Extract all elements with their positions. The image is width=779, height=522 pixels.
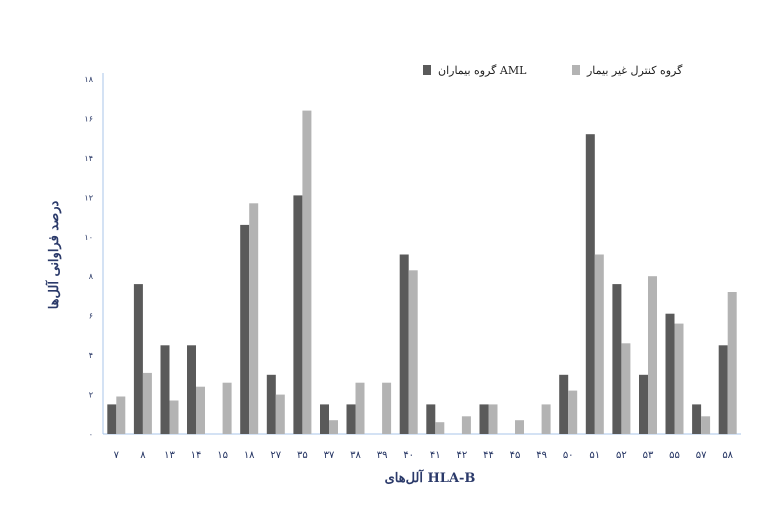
bar-aml-22: [692, 404, 702, 434]
bar-control-8: [329, 420, 338, 434]
bar-aml-9: [346, 404, 356, 434]
x-tick-label: ۱۵: [217, 450, 228, 461]
bar-aml-2: [160, 345, 170, 435]
bar-control-0: [116, 396, 126, 434]
legend: گروه بیماران AML گروه کنترل غیر بیمار: [423, 64, 683, 77]
bar-control-19: [621, 343, 631, 434]
bar-control-18: [594, 254, 604, 434]
x-tick-label: ۴۲: [457, 450, 468, 461]
bar-control-6: [275, 394, 285, 434]
x-tick-label: ۴۹: [536, 450, 547, 461]
x-tick-label: ۵۸: [722, 450, 733, 461]
bar-aml-7: [293, 195, 303, 434]
bar-aml-1: [133, 284, 143, 434]
bar-control-2: [169, 400, 179, 434]
bar-control-11: [408, 270, 418, 434]
bar-aml-14: [479, 404, 489, 434]
bar-control-3: [196, 386, 205, 434]
x-tick-label: ۴۵: [510, 450, 521, 461]
x-tick-label: ۱۳: [164, 450, 175, 461]
bar-aml-11: [399, 254, 409, 434]
legend-swatch-control: [572, 65, 580, 75]
y-tick-label: ۱۸: [84, 75, 93, 84]
bar-aml-6: [266, 374, 276, 434]
x-tick-label: ۳۹: [377, 450, 388, 461]
x-tick-label: ۸: [140, 450, 146, 461]
y-tick-labels: ۰ ۲ ۴ ۶ ۸ ۱۰ ۱۲ ۱۴ ۱۶ ۱۸: [84, 75, 93, 439]
y-tick-label: ۰: [89, 430, 93, 439]
bar-aml-5: [240, 224, 250, 434]
bar-control-20: [648, 276, 657, 434]
bar-control-21: [674, 323, 684, 434]
x-tick-label: ۲۷: [270, 450, 281, 461]
bar-aml-19: [612, 284, 622, 434]
bar-aml-3: [187, 345, 196, 435]
y-tick-label: ۶: [89, 312, 93, 321]
bar-control-22: [701, 416, 711, 435]
bar-control-15: [515, 420, 524, 434]
x-tick-label: ۴۱: [430, 450, 441, 461]
bar-control-12: [435, 422, 445, 434]
bar-control-9: [355, 382, 365, 434]
bar-control-14: [488, 404, 498, 434]
bar-control-1: [142, 372, 152, 434]
x-tick-label: ۵۷: [696, 450, 707, 461]
x-tick-label: ۵۳: [643, 450, 654, 461]
bar-control-10: [382, 382, 392, 434]
bar-aml-8: [320, 404, 329, 434]
x-tick-label: ۱۸: [244, 450, 255, 461]
bar-aml-21: [665, 313, 675, 434]
legend-label-control: گروه کنترل غیر بیمار: [586, 64, 683, 77]
x-tick-labels: ۷ ۸ ۱۳ ۱۴ ۱۵ ۱۸ ۲۷ ۳۵ ۳۷ ۳۸ ۳۹ ۴۰ ۴۱ ۴۲ ۴۴ ۴۵ ۴۹ ۵۰ ۵۱ ۵۲ ۵۳…: [114, 450, 734, 461]
bar-control-7: [302, 110, 312, 434]
x-axis-title: آلل‌های HLA-B: [385, 469, 476, 486]
x-tick-label: ۱۴: [191, 450, 202, 461]
legend-label-aml: گروه بیماران AML: [438, 64, 527, 77]
bars: [107, 110, 737, 435]
bar-aml-17: [559, 374, 569, 434]
x-tick-label: ۵۱: [589, 450, 600, 461]
bar-control-16: [541, 404, 551, 434]
x-tick-label: ۳۷: [324, 450, 335, 461]
bar-control-17: [568, 390, 578, 434]
bar-aml-0: [107, 404, 117, 434]
x-tick-label: ۳۸: [350, 450, 361, 461]
y-tick-label: ۱۶: [84, 114, 93, 123]
bar-control-5: [249, 203, 259, 434]
y-axis-title: درصد فراوانی آلل‌ها: [45, 201, 62, 310]
bar-control-4: [222, 382, 232, 434]
y-tick-label: ۲: [89, 391, 93, 400]
x-tick-label: ۷: [114, 450, 120, 461]
x-tick-label: ۴۴: [483, 450, 494, 461]
y-tick-label: ۱۴: [84, 154, 93, 163]
y-tick-label: ۱۰: [84, 233, 93, 242]
bar-aml-18: [585, 134, 595, 434]
y-tick-label: ۸: [89, 272, 94, 281]
x-tick-label: ۵۵: [669, 450, 680, 461]
x-tick-label: ۵۲: [616, 450, 627, 461]
legend-swatch-aml: [423, 65, 431, 75]
bar-aml-23: [718, 345, 728, 435]
bar-control-13: [461, 416, 471, 435]
bar-control-23: [727, 292, 737, 434]
y-tick-label: ۱۲: [84, 193, 93, 202]
bar-aml-20: [639, 374, 648, 434]
x-tick-label: ۴۰: [403, 450, 414, 461]
bar-aml-12: [426, 404, 436, 434]
x-tick-label: ۳۵: [297, 450, 308, 461]
x-tick-label: ۵۰: [563, 450, 574, 461]
y-tick-label: ۴: [89, 351, 93, 360]
